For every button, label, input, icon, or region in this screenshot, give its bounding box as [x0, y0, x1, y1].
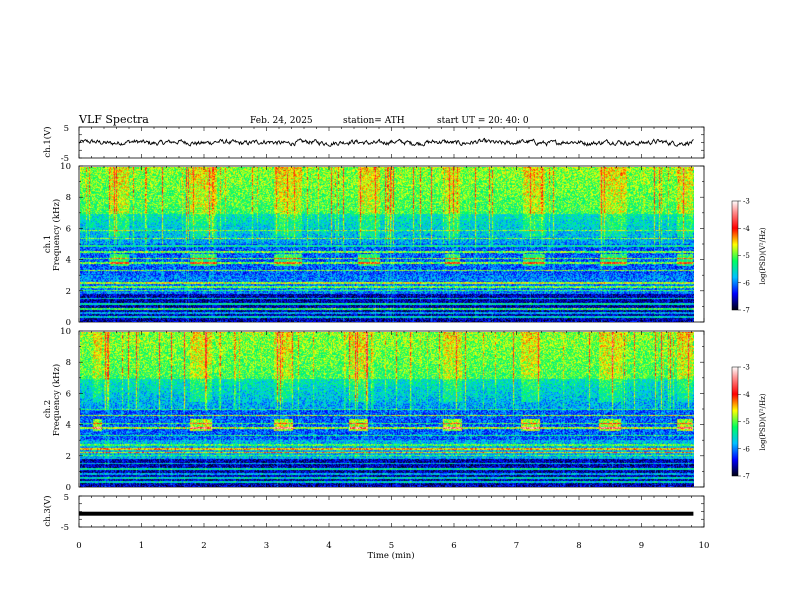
ch1-ytick-top: 5	[64, 124, 69, 134]
ch3-waveform-frame	[78, 495, 705, 528]
x-tick-label: 9	[639, 541, 644, 551]
colorbar-tick-label: -4	[743, 225, 750, 233]
spectrogram-ytick-label: 10	[60, 327, 71, 337]
date-label: Feb. 24, 2025	[250, 116, 313, 126]
figure-title: VLF Spectra	[78, 113, 149, 126]
spectrogram-ytick-label: 4	[66, 421, 71, 431]
ch3-ytick-top: 5	[64, 493, 69, 503]
ch1-colorbar	[731, 200, 739, 311]
ch2-spectrogram-ylabel-channel: ch.2	[43, 400, 53, 418]
colorbar-tick-label: -4	[743, 391, 750, 399]
x-tick-label: 10	[699, 541, 710, 551]
station-label: station= ATH	[343, 116, 405, 126]
ch3-ytick-bottom: -5	[61, 523, 69, 533]
colorbar-tick-label: -7	[743, 473, 750, 481]
spectrogram-ytick-label: 10	[60, 162, 71, 172]
spectrogram-ytick-label: 2	[66, 287, 71, 297]
spectrogram-ytick-label: 0	[66, 318, 71, 328]
ch1-spectrogram-ylabel: Frequency (kHz)	[51, 199, 62, 271]
spectrogram-ytick-label: 0	[66, 483, 71, 493]
x-tick-label: 0	[76, 541, 81, 551]
ch1-spectrogram-ylabel-channel: ch.1	[43, 235, 53, 253]
ch3-waveform-trace	[79, 511, 694, 516]
ch1-spectrogram	[79, 166, 694, 322]
colorbar-tick-label: -6	[743, 445, 750, 453]
ch2-colorbar-label: log(PSD)(V²/Hz)	[759, 393, 767, 450]
x-tick-label: 5	[389, 541, 394, 551]
x-tick-labels: 0 1 2 3 4 5 6 7 8 9 10	[76, 541, 709, 551]
x-tick-label: 2	[201, 541, 206, 551]
ch2-spectrogram-ylabel: Frequency (kHz)	[51, 364, 62, 436]
colorbar-tick-label: -3	[743, 364, 750, 372]
start-ut-label: start UT = 20: 40: 0	[437, 116, 529, 126]
spectrogram-ytick-label: 6	[66, 389, 71, 399]
x-tick-label: 1	[139, 541, 144, 551]
colorbar-tick-label: -6	[743, 279, 750, 287]
ch1-waveform-trace	[78, 137, 694, 147]
colorbar-tick-label: -5	[743, 252, 750, 260]
spectrogram-ytick-label: 6	[66, 224, 71, 234]
x-axis-label: Time (min)	[367, 550, 414, 561]
x-tick-label: 3	[264, 541, 269, 551]
ch1-colorbar-label: log(PSD)(V²/Hz)	[759, 227, 767, 284]
ch2-spectrogram	[79, 331, 694, 487]
x-tick-label: 8	[576, 541, 581, 551]
x-tick-label: 6	[451, 541, 456, 551]
spectrogram-ytick-label: 2	[66, 452, 71, 462]
ch3-waveform-ylabel: ch.3(V)	[42, 495, 53, 526]
spectrogram-ytick-label: 4	[66, 256, 71, 266]
ch2-colorbar	[731, 366, 739, 477]
x-tick-label: 7	[514, 541, 519, 551]
spectrogram-ytick-label: 8	[66, 358, 71, 368]
colorbar-tick-label: -7	[743, 307, 750, 315]
ch1-waveform-ylabel: ch.1(V)	[42, 126, 53, 157]
ch1-ytick-bottom: -5	[61, 154, 69, 164]
colorbar-tick-label: -5	[743, 418, 750, 426]
spectrogram-ytick-label: 8	[66, 193, 71, 203]
colorbar-tick-label: -3	[743, 198, 750, 206]
x-tick-label: 4	[326, 541, 331, 551]
colorbar-ticks: -3 -4 -5 -6 -7 -3 -4 -5 -6 -7	[738, 198, 750, 481]
axis-ticks	[78, 126, 705, 528]
